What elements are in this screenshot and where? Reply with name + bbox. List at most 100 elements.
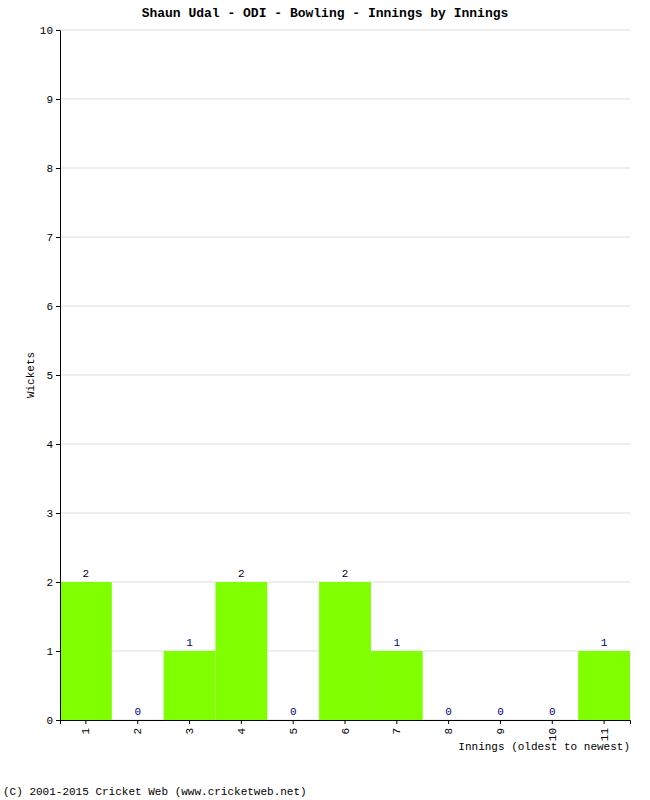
y-tick-label: 10: [40, 25, 53, 37]
data-label: 1: [601, 637, 608, 649]
y-tick-label: 0: [46, 715, 53, 727]
data-label: 0: [549, 706, 556, 718]
y-tick-mark: [56, 99, 60, 100]
x-tick: 2: [132, 720, 144, 735]
x-tick: 3: [184, 720, 196, 735]
plot: 012345678910123456789101120120210001: [40, 25, 631, 741]
data-label: 2: [342, 568, 349, 580]
y-tick-mark: [56, 306, 60, 307]
annotations: (C) 2001-2015 Cricket Web (www.cricketwe…: [3, 786, 307, 798]
data-label: 1: [394, 637, 401, 649]
y-tick-label: 1: [46, 646, 53, 658]
x-axis-line: [61, 721, 631, 725]
x-tick-mark: [552, 720, 553, 724]
bar: [112, 720, 164, 721]
y-tick-mark: [56, 720, 60, 721]
y-tick-mark: [56, 375, 60, 376]
x-tick: 10: [547, 720, 559, 741]
x-tick: 7: [391, 720, 403, 735]
grid-line: [60, 306, 630, 307]
bar: [371, 651, 423, 720]
x-axis: 1234567891011: [61, 720, 631, 741]
y-tick-label: 7: [46, 232, 53, 244]
y-tick-mark: [56, 168, 60, 169]
data-label: 2: [238, 568, 245, 580]
bar: [526, 720, 578, 721]
bar: [215, 582, 267, 720]
x-tick-mark: [500, 720, 501, 724]
y-tick: 6: [46, 301, 60, 313]
bar: [475, 720, 527, 721]
x-tick-mark: [241, 720, 242, 724]
bar: [423, 720, 475, 721]
grid-line: [60, 375, 630, 376]
grid-line: [60, 513, 630, 514]
y-tick-mark: [56, 582, 60, 583]
x-tick-label: 11: [599, 728, 611, 742]
x-tick: 11: [599, 720, 611, 741]
chart: 012345678910123456789101120120210001Shau…: [0, 0, 650, 800]
y-tick: 0: [46, 715, 60, 727]
data-label: 0: [445, 706, 452, 718]
bar: [319, 582, 371, 720]
y-tick: 4: [46, 439, 60, 451]
x-tick: 1: [80, 720, 92, 735]
y-tick-label: 8: [46, 163, 53, 175]
grid-line: [60, 30, 630, 31]
x-tick-mark: [293, 720, 294, 724]
y-tick: 5: [46, 370, 60, 382]
x-tick-label: 4: [236, 728, 248, 735]
bar: [164, 651, 216, 720]
data-label: 0: [134, 706, 141, 718]
x-tick-mark: [604, 720, 605, 724]
y-tick-mark: [56, 444, 60, 445]
data-label: 1: [186, 637, 193, 649]
y-axis-title: Wickets: [25, 352, 37, 398]
bar: [60, 582, 112, 720]
grid-line: [60, 237, 630, 238]
y-axis-line: [56, 31, 61, 721]
title: Shaun Udal - ODI - Bowling - Innings by …: [142, 6, 509, 21]
bar: [578, 651, 630, 720]
x-axis-title: Innings (oldest to newest): [458, 741, 630, 753]
x-tick-label: 9: [495, 728, 507, 735]
bars: [60, 582, 630, 720]
data-label: 0: [290, 706, 297, 718]
data-labels: 2 0 1 2 0 2 1 0 0 0 1: [83, 568, 608, 718]
grid-line: [60, 99, 630, 100]
y-tick: 8: [46, 163, 60, 175]
x-tick-mark: [396, 720, 397, 724]
y-tick-label: 6: [46, 301, 53, 313]
y-tick-mark: [56, 30, 60, 31]
data-label: 2: [83, 568, 90, 580]
x-tick: 9: [495, 720, 507, 735]
y-tick-label: 9: [46, 94, 53, 106]
x-tick-mark: [137, 720, 138, 724]
x-tick: 8: [443, 720, 455, 735]
y-tick: 2: [46, 577, 60, 589]
x-tick-label: 8: [443, 728, 455, 735]
y-tick-mark: [56, 237, 60, 238]
y-tick-label: 2: [46, 577, 53, 589]
x-tick-label: 1: [80, 728, 92, 735]
x-tick: 6: [340, 720, 352, 735]
y-axis: 0 1 2 3 4 5 6 7 8 9 10: [40, 25, 61, 727]
y-tick: 7: [46, 232, 60, 244]
grid-line: [60, 168, 630, 169]
x-tick-mark: [345, 720, 346, 724]
annotation: (C) 2001-2015 Cricket Web (www.cricketwe…: [3, 786, 307, 798]
y-tick: 9: [46, 94, 60, 106]
y-tick-mark: [56, 651, 60, 652]
x-tick-mark: [189, 720, 190, 724]
bar: [267, 720, 319, 721]
x-tick-label: 2: [132, 728, 144, 735]
y-tick-label: 3: [46, 508, 53, 520]
x-tick-label: 10: [547, 728, 559, 741]
x-tick-mark: [85, 720, 86, 724]
x-tick-label: 7: [391, 728, 403, 735]
x-tick-label: 3: [184, 728, 196, 735]
grid: [60, 30, 630, 720]
data-label: 0: [497, 706, 504, 718]
x-tick: 4: [236, 720, 248, 735]
y-tick: 1: [46, 646, 60, 658]
